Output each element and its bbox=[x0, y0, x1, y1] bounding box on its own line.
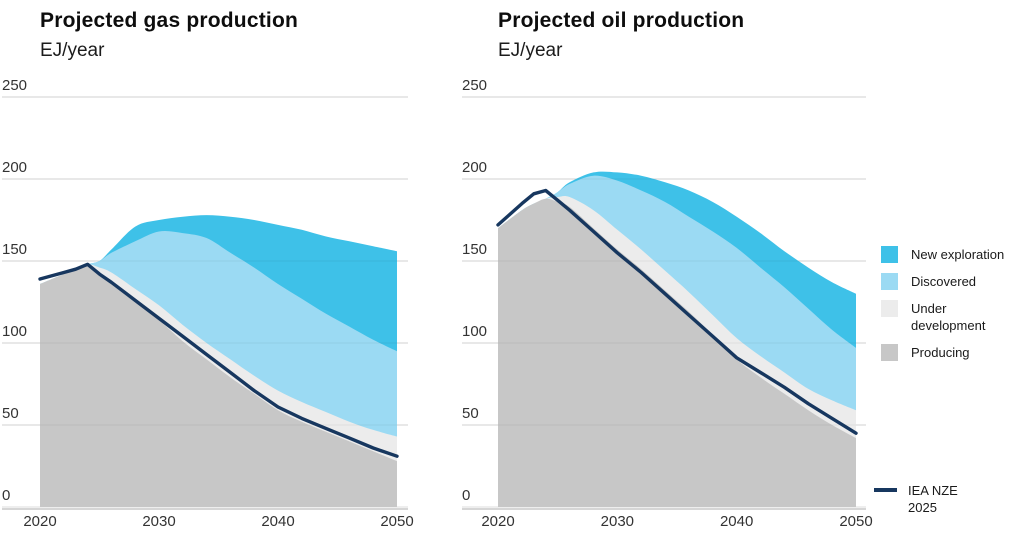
legend-item-producing: Producing bbox=[876, 344, 1024, 361]
x-tick-label: 2030 bbox=[142, 513, 176, 530]
nze-line bbox=[496, 188, 858, 435]
x-tick-label: 2040 bbox=[719, 513, 754, 530]
producing-swatch-icon bbox=[881, 344, 898, 361]
x-tick-label: 2050 bbox=[839, 513, 873, 530]
under-development-swatch-icon bbox=[881, 300, 898, 317]
area-under_development bbox=[40, 264, 397, 507]
y-tick-label: 150 bbox=[462, 241, 488, 258]
y-tick-label: 150 bbox=[2, 241, 28, 258]
legend-label: Producing bbox=[911, 345, 970, 360]
discovered-swatch-icon bbox=[881, 273, 898, 290]
x-tick-label: 2020 bbox=[481, 513, 515, 530]
legend-label: IEA NZE 2025 bbox=[908, 483, 958, 515]
area-producing bbox=[498, 198, 856, 507]
x-tick-label: 2050 bbox=[380, 513, 414, 530]
gas-chart-subtitle: EJ/year bbox=[40, 40, 105, 61]
legend-label: Discovered bbox=[911, 274, 977, 289]
y-tick-label: 100 bbox=[462, 323, 488, 340]
y-tick-label: 50 bbox=[2, 405, 19, 422]
area-new_exploration bbox=[40, 215, 397, 507]
legend-item-discovered: Discovered bbox=[876, 273, 1024, 290]
y-tick-label: 200 bbox=[462, 159, 488, 176]
legend-label: New exploration bbox=[911, 247, 1005, 262]
nze-line bbox=[38, 262, 399, 458]
area-new_exploration bbox=[498, 171, 856, 507]
y-tick-label: 250 bbox=[2, 77, 28, 94]
legend-item-new-exploration: New exploration bbox=[876, 246, 1024, 263]
legend: New exploration Discovered Under develop… bbox=[876, 246, 1024, 371]
y-tick-label: 250 bbox=[462, 77, 488, 94]
gas-chart-title: Projected gas production bbox=[40, 9, 298, 32]
new-exploration-swatch-icon bbox=[881, 246, 898, 263]
nze-line-swatch-icon bbox=[874, 488, 897, 492]
area-under_development bbox=[498, 196, 856, 507]
area-discovered bbox=[498, 175, 856, 507]
x-tick-label: 2030 bbox=[600, 513, 635, 530]
y-tick-label: 200 bbox=[2, 159, 28, 176]
y-tick-label: 0 bbox=[2, 487, 11, 504]
area-producing bbox=[40, 264, 397, 507]
x-tick-label: 2020 bbox=[23, 513, 57, 530]
legend-item-under-development: Under development bbox=[876, 300, 1024, 334]
area-discovered bbox=[40, 231, 397, 507]
legend-label: Under development bbox=[911, 301, 986, 333]
legend-item-iea-nze: IEA NZE 2025 bbox=[874, 482, 958, 516]
oil-chart-subtitle: EJ/year bbox=[498, 40, 563, 61]
y-tick-label: 0 bbox=[462, 487, 471, 504]
y-tick-label: 100 bbox=[2, 323, 28, 340]
x-tick-label: 2040 bbox=[261, 513, 295, 530]
y-tick-label: 50 bbox=[462, 405, 479, 422]
oil-chart-title: Projected oil production bbox=[498, 9, 745, 32]
